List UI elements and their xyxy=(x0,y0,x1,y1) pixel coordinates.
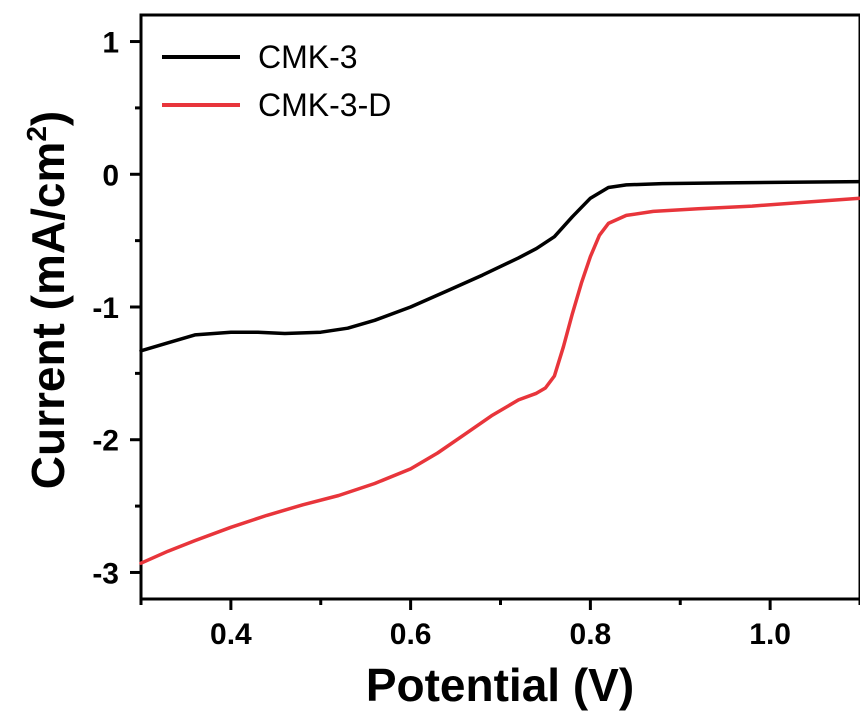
y-axis-title-main: Current (mA/cm xyxy=(22,142,74,490)
series-layer xyxy=(139,179,860,565)
series-line-cmk-3-d xyxy=(139,196,860,565)
x-tick-label: 0.4 xyxy=(210,618,252,651)
x-axis-title: Potential (V) xyxy=(366,659,634,711)
y-axis-title-superscript: 2 xyxy=(21,126,52,142)
series-line-cmk-3 xyxy=(139,179,860,353)
y-axis-title-end: ) xyxy=(22,111,74,126)
x-tick-label: 1.0 xyxy=(749,618,791,651)
plot-frame xyxy=(139,13,860,601)
legend-label-cmk3-d: CMK-3-D xyxy=(258,87,391,123)
x-axis-ticks: 0.4 0.6 0.8 1.0 xyxy=(139,599,860,651)
y-axis-ticks: 1 0 -1 -2 -3 xyxy=(92,27,141,590)
x-tick-label: 0.8 xyxy=(570,618,612,651)
y-tick-label: 1 xyxy=(102,27,119,60)
y-axis-title: Current (mA/cm2) xyxy=(21,111,74,490)
legend: CMK-3 CMK-3-D xyxy=(162,39,391,123)
x-tick-label: 0.6 xyxy=(390,618,432,651)
y-tick-label: -3 xyxy=(92,557,119,590)
y-tick-label: -2 xyxy=(92,425,119,458)
y-tick-label: 0 xyxy=(102,159,119,192)
legend-label-cmk3: CMK-3 xyxy=(258,39,358,75)
y-tick-label: -1 xyxy=(92,292,119,325)
